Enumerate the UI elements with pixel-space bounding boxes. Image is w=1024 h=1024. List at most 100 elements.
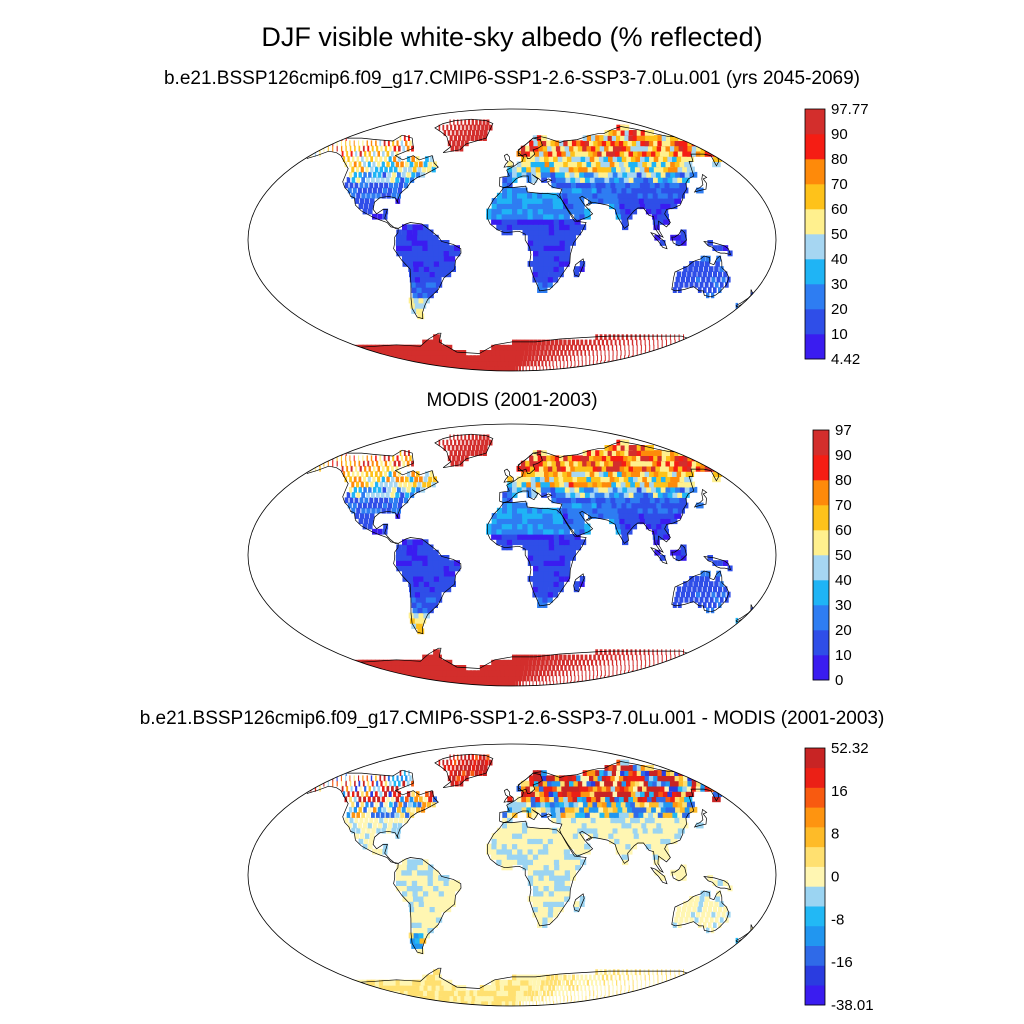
grid-cell xyxy=(402,261,409,267)
grid-cell xyxy=(606,785,614,792)
grid-cell xyxy=(615,213,623,220)
grid-cell xyxy=(577,192,584,199)
grid-cell xyxy=(576,974,580,981)
grid-cell xyxy=(649,497,657,504)
grid-cell xyxy=(652,827,660,834)
grid-cell xyxy=(677,801,686,808)
grid-cell xyxy=(558,213,565,220)
grid-cell xyxy=(541,492,548,498)
grid-cell xyxy=(548,271,554,278)
grid-cell xyxy=(454,355,462,362)
grid-cell xyxy=(496,224,503,231)
grid-cell xyxy=(344,680,379,686)
grid-cell xyxy=(438,885,445,892)
grid-cell xyxy=(538,560,545,566)
grid-cell xyxy=(395,150,399,157)
grid-cell xyxy=(669,365,671,371)
grid-cell xyxy=(718,586,723,593)
grid-cell xyxy=(496,854,503,860)
grid-cell xyxy=(567,140,574,147)
grid-cell xyxy=(656,460,665,467)
grid-cell xyxy=(375,455,377,462)
grid-cell xyxy=(673,465,682,472)
grid-cell xyxy=(638,198,646,204)
grid-cell xyxy=(488,355,495,362)
grid-cell xyxy=(612,507,620,514)
grid-cell xyxy=(552,276,559,283)
grid-cell xyxy=(516,806,523,813)
grid-cell xyxy=(340,455,342,462)
grid-cell xyxy=(486,848,492,855)
grid-cell xyxy=(643,833,651,839)
grid-cell xyxy=(616,187,624,194)
grid-cell xyxy=(522,208,529,215)
grid-cell xyxy=(552,350,556,356)
grid-cell xyxy=(655,838,662,845)
grid-cell xyxy=(395,240,402,246)
grid-cell xyxy=(411,791,415,797)
grid-cell xyxy=(694,576,700,582)
grid-cell xyxy=(302,654,313,661)
grid-cell xyxy=(717,880,723,886)
grid-cell xyxy=(552,591,559,598)
grid-cell xyxy=(341,145,343,152)
grid-cell xyxy=(512,838,518,845)
grid-cell xyxy=(687,906,692,913)
grid-cell xyxy=(376,995,390,1002)
grid-cell xyxy=(365,990,377,997)
grid-cell xyxy=(677,360,679,367)
grid-cell xyxy=(359,465,362,472)
grid-cell xyxy=(549,166,556,173)
grid-cell xyxy=(481,124,485,131)
grid-cell xyxy=(679,817,687,824)
grid-cell xyxy=(640,471,648,477)
grid-cell xyxy=(464,119,467,126)
grid-cell xyxy=(603,791,611,797)
grid-cell xyxy=(541,455,548,462)
grid-cell xyxy=(378,365,407,371)
grid-cell xyxy=(433,649,440,656)
grid-cell xyxy=(414,906,421,913)
grid-cell xyxy=(507,796,513,803)
grid-cell xyxy=(555,460,562,467)
grid-cell xyxy=(417,224,424,231)
grid-cell xyxy=(678,969,680,976)
grid-cell xyxy=(629,675,631,682)
coastline-africa xyxy=(487,500,587,607)
grid-cell xyxy=(555,145,562,152)
grid-cell xyxy=(427,607,434,614)
grid-cell xyxy=(580,224,587,231)
grid-cell xyxy=(557,979,561,986)
grid-cell xyxy=(677,481,686,488)
grid-cell xyxy=(406,869,413,876)
grid-cell xyxy=(692,271,697,278)
grid-cell xyxy=(448,885,455,892)
grid-cell xyxy=(483,350,490,356)
grid-cell xyxy=(555,177,562,183)
grid-cell xyxy=(550,140,557,147)
grid-cell xyxy=(628,985,630,991)
grid-cell xyxy=(628,350,630,356)
grid-cell xyxy=(367,822,372,829)
grid-cell xyxy=(527,261,534,267)
grid-cell xyxy=(454,565,461,572)
grid-cell xyxy=(557,156,564,162)
grid-cell xyxy=(497,995,503,1002)
grid-cell xyxy=(389,817,394,824)
grid-cell xyxy=(648,812,656,818)
grid-cell xyxy=(423,576,430,582)
grid-cell xyxy=(548,261,555,267)
grid-cell xyxy=(569,460,576,467)
grid-cell xyxy=(647,827,655,834)
grid-cell xyxy=(563,360,565,367)
grid-cell xyxy=(553,859,560,866)
grid-cell xyxy=(505,1000,510,1006)
colorbar-label: 4.42 xyxy=(831,351,860,368)
grid-cell xyxy=(599,450,607,456)
grid-cell xyxy=(556,182,563,189)
grid-cell xyxy=(402,859,408,866)
grid-cell xyxy=(537,901,544,907)
grid-cell xyxy=(699,281,704,288)
grid-cell xyxy=(712,906,718,913)
grid-cell xyxy=(692,995,694,1002)
